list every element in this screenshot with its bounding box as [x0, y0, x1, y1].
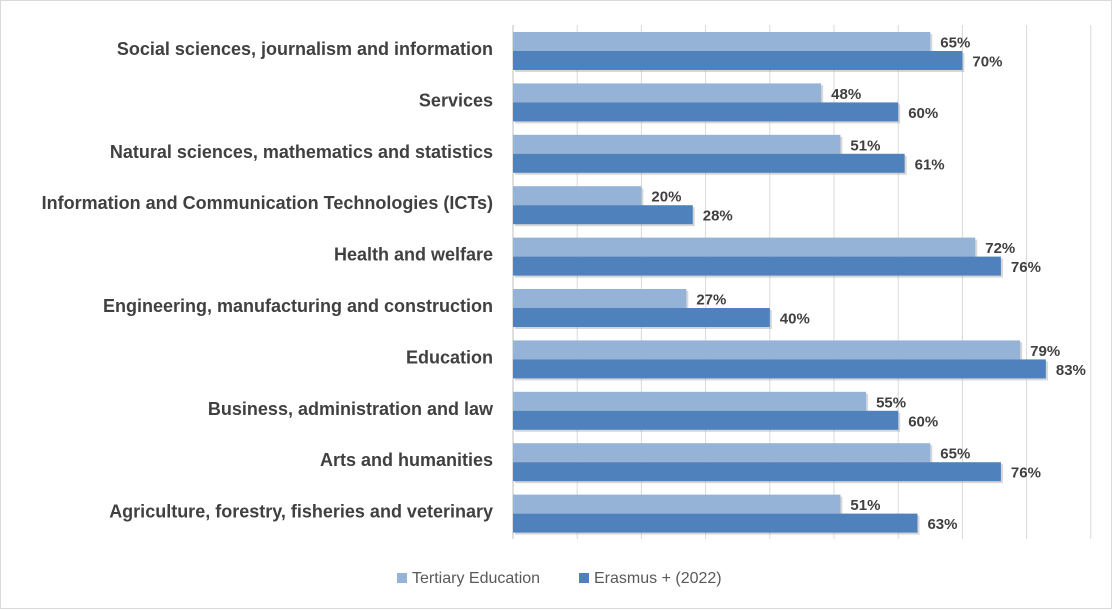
- data-label: 76%: [1011, 465, 1041, 482]
- legend: Tertiary Education Erasmus + (2022): [397, 570, 722, 587]
- category-label: Arts and humanities: [320, 450, 493, 470]
- bar: [513, 32, 931, 51]
- bar: [513, 391, 867, 411]
- data-label: 20%: [651, 189, 681, 206]
- category-label: Social sciences, journalism and informat…: [117, 39, 493, 59]
- bar: [513, 256, 1001, 276]
- data-label: 70%: [972, 54, 1002, 71]
- bar: [513, 51, 963, 70]
- category-label: Business, administration and law: [208, 399, 494, 419]
- category-label: Education: [406, 347, 493, 367]
- category-label: Natural sciences, mathematics and statis…: [110, 142, 493, 162]
- labels: Social sciences, journalism and informat…: [42, 35, 1086, 534]
- category-label: Agriculture, forestry, fisheries and vet…: [109, 502, 493, 522]
- bar: [513, 153, 905, 173]
- category-label: Services: [419, 90, 493, 110]
- data-label: 83%: [1056, 362, 1086, 379]
- category-label: Engineering, manufacturing and construct…: [103, 296, 493, 316]
- data-label: 63%: [927, 516, 957, 533]
- legend-swatch: [579, 573, 589, 583]
- bar: [513, 308, 770, 327]
- bar: [513, 462, 1001, 482]
- bar: [513, 443, 931, 463]
- bar: [513, 359, 1046, 379]
- data-label: 27%: [696, 292, 726, 309]
- legend-label: Tertiary Education: [412, 570, 540, 587]
- data-label: 65%: [940, 35, 970, 52]
- data-label: 55%: [876, 394, 906, 411]
- bar: [513, 513, 918, 533]
- bar: [513, 205, 693, 225]
- data-label: 51%: [850, 137, 880, 154]
- bar: [513, 83, 822, 103]
- legend-swatch: [397, 573, 407, 583]
- category-label: Health and welfare: [334, 245, 493, 265]
- data-label: 40%: [780, 311, 810, 328]
- bar: [513, 186, 642, 206]
- bar: [513, 237, 976, 257]
- bar: [513, 494, 841, 514]
- data-label: 28%: [703, 208, 733, 225]
- bar: [513, 102, 899, 122]
- data-label: 76%: [1011, 259, 1041, 276]
- data-label: 72%: [985, 240, 1015, 257]
- data-label: 48%: [831, 86, 861, 103]
- bar: [513, 410, 899, 430]
- data-label: 65%: [940, 446, 970, 463]
- data-label: 60%: [908, 413, 938, 430]
- data-label: 60%: [908, 105, 938, 122]
- bar: [513, 134, 841, 154]
- data-label: 79%: [1030, 343, 1060, 360]
- category-label: Information and Communication Technologi…: [42, 193, 493, 213]
- bars: [513, 32, 1048, 535]
- bar: [513, 340, 1021, 360]
- legend-label: Erasmus + (2022): [594, 570, 722, 587]
- data-label: 61%: [915, 156, 945, 173]
- data-label: 51%: [850, 497, 880, 514]
- bar: [513, 289, 687, 308]
